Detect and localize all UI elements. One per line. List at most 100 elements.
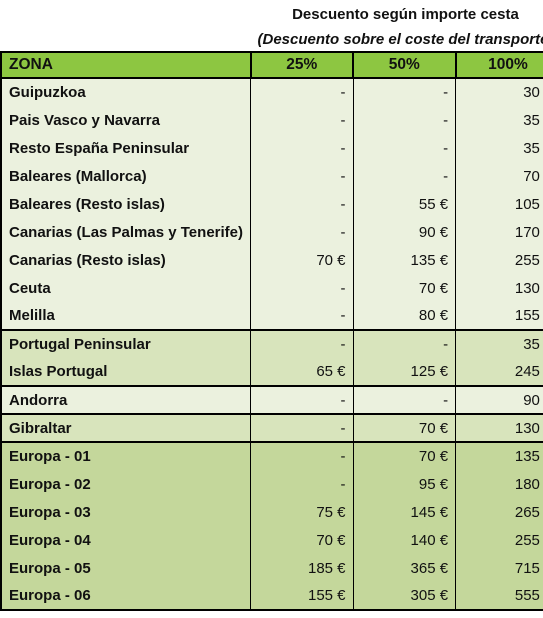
column-header-row: ZONA 25% 50% 100% <box>0 51 543 79</box>
rate-100-cell: 30 € <box>455 77 543 106</box>
rate-25-cell: - <box>250 329 354 358</box>
table-row: Europa - 02-95 €180 € <box>0 470 543 498</box>
table-row: Gibraltar-70 €130 € <box>0 413 543 443</box>
rate-25-cell: 70 € <box>250 526 354 554</box>
zone-name: Guipuzkoa <box>0 77 251 106</box>
zone-name: Canarias (Las Palmas y Tenerife) <box>0 218 251 246</box>
rate-50-cell: 70 € <box>352 441 456 470</box>
rate-50-cell: 80 € <box>352 302 456 331</box>
rate-50-cell: 90 € <box>352 218 456 246</box>
zone-name: Portugal Peninsular <box>0 329 251 358</box>
zone-name: Europa - 02 <box>0 470 251 498</box>
rate-100-cell: 170 € <box>455 218 543 246</box>
rate-25-cell: 185 € <box>250 554 354 582</box>
table-row: Guipuzkoa--30 € <box>0 77 543 106</box>
rate-50-cell: - <box>352 77 456 106</box>
zone-name: Europa - 03 <box>0 498 251 526</box>
rate-25-cell: - <box>250 441 354 470</box>
rate-50-cell: 365 € <box>352 554 456 582</box>
rate-50-cell: - <box>352 106 456 134</box>
zone-name: Canarias (Resto islas) <box>0 246 251 274</box>
zone-name: Islas Portugal <box>0 358 251 387</box>
zone-name: Pais Vasco y Navarra <box>0 106 251 134</box>
discount-subtitle: (Descuento sobre el coste del transporte… <box>250 28 543 52</box>
rate-25-cell: - <box>250 77 354 106</box>
column-header-50: 50% <box>352 51 456 79</box>
rate-100-cell: 255 € <box>455 246 543 274</box>
rate-25-cell: 75 € <box>250 498 354 526</box>
rate-25-cell: - <box>250 302 354 331</box>
header-subtitle-row: (Descuento sobre el coste del transporte… <box>1 28 543 52</box>
rate-50-cell: 55 € <box>352 190 456 218</box>
table-row: Portugal Peninsular--35 € <box>0 329 543 358</box>
rate-100-cell: 70 € <box>455 162 543 190</box>
zone-name: Andorra <box>0 385 251 415</box>
zone-name: Baleares (Mallorca) <box>0 162 251 190</box>
rate-100-cell: 180 € <box>455 470 543 498</box>
zone-name: Ceuta <box>0 274 251 302</box>
rate-50-cell: 125 € <box>352 358 456 387</box>
rate-25-cell: - <box>250 218 354 246</box>
rate-50-cell: - <box>352 385 456 415</box>
rate-25-cell: - <box>250 162 354 190</box>
zone-name: Europa - 01 <box>0 441 251 470</box>
rate-25-cell: - <box>250 134 354 162</box>
rate-100-cell: 265 € <box>455 498 543 526</box>
rate-25-cell: 70 € <box>250 246 354 274</box>
rate-25-cell: 155 € <box>250 582 354 611</box>
rate-50-cell: - <box>352 162 456 190</box>
table-row: Ceuta-70 €130 € <box>0 274 543 302</box>
rate-100-cell: 105 € <box>455 190 543 218</box>
zone-name: Gibraltar <box>0 413 251 443</box>
rate-25-cell: - <box>250 106 354 134</box>
zone-name: Resto España Peninsular <box>0 134 251 162</box>
table-row: Canarias (Las Palmas y Tenerife) -90 €170… <box>0 218 543 246</box>
rate-50-cell: 145 € <box>352 498 456 526</box>
column-header-100: 100% <box>454 51 543 79</box>
table-row: Baleares (Resto islas)-55 €105 € <box>0 190 543 218</box>
zone-name: Melilla <box>0 302 251 331</box>
table-row: Andorra--90 € <box>0 385 543 415</box>
rate-100-cell: 90 € <box>455 385 543 415</box>
rate-50-cell: 95 € <box>352 470 456 498</box>
table-row: Europa - 01-70 €135 € <box>0 441 543 470</box>
rate-50-cell: 140 € <box>352 526 456 554</box>
rate-25-cell: - <box>250 385 354 415</box>
rate-100-cell: 35 € <box>455 329 543 358</box>
rate-25-cell: - <box>250 274 354 302</box>
rate-100-cell: 35 € <box>455 134 543 162</box>
rate-25-cell: - <box>250 470 354 498</box>
rate-50-cell: - <box>352 329 456 358</box>
table-row: Canarias (Resto islas)70 €135 €255 € <box>0 246 543 274</box>
rate-100-cell: 130 € <box>455 274 543 302</box>
rate-100-cell: 715 € <box>455 554 543 582</box>
rate-50-cell: 305 € <box>352 582 456 611</box>
rate-50-cell: 70 € <box>352 413 456 443</box>
rate-100-cell: 555 € <box>455 582 543 611</box>
rate-100-cell: 255 € <box>455 526 543 554</box>
rate-100-cell: 155 € <box>455 302 543 331</box>
table-row: Pais Vasco y Navarra--35 € <box>0 106 543 134</box>
rate-100-cell: 245 € <box>455 358 543 387</box>
empty-corner-cell <box>1 28 251 52</box>
table-row: Resto España Peninsular--35 € <box>0 134 543 162</box>
zone-name: Europa - 04 <box>0 526 251 554</box>
rate-100-cell: 135 € <box>455 441 543 470</box>
zone-name: Europa - 06 <box>0 582 251 611</box>
rate-100-cell: 130 € <box>455 413 543 443</box>
table-row: Baleares (Mallorca)--70 € <box>0 162 543 190</box>
rate-25-cell: - <box>250 413 354 443</box>
empty-corner-cell <box>1 0 251 28</box>
rate-50-cell: 135 € <box>352 246 456 274</box>
rate-100-cell: 35 € <box>455 106 543 134</box>
zone-name: Europa - 05 <box>0 554 251 582</box>
rate-50-cell: 70 € <box>352 274 456 302</box>
